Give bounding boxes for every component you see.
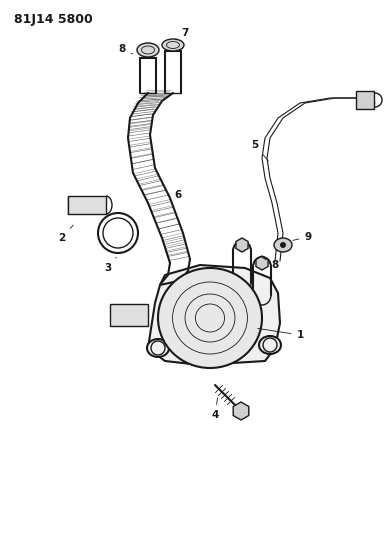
Text: 5: 5: [251, 140, 268, 161]
Bar: [110, 304, 148, 326]
Ellipse shape: [162, 39, 184, 51]
Ellipse shape: [137, 43, 159, 57]
Text: 7: 7: [175, 28, 189, 39]
Text: 81J14 5800: 81J14 5800: [14, 13, 93, 26]
Text: 4: 4: [211, 398, 219, 420]
Ellipse shape: [259, 336, 281, 354]
Ellipse shape: [274, 238, 292, 252]
Text: 8: 8: [260, 256, 279, 270]
Text: 2: 2: [58, 225, 73, 243]
Bar: [356, 91, 374, 109]
Text: 1: 1: [258, 328, 304, 340]
Circle shape: [280, 242, 286, 248]
Ellipse shape: [147, 339, 169, 357]
Text: 3: 3: [104, 257, 116, 273]
Ellipse shape: [158, 268, 262, 368]
Text: 9: 9: [293, 232, 312, 242]
Text: 6: 6: [168, 190, 182, 200]
Bar: [68, 196, 106, 214]
Polygon shape: [233, 402, 249, 420]
Text: 8: 8: [118, 44, 133, 54]
Polygon shape: [236, 238, 248, 252]
Polygon shape: [148, 265, 280, 365]
Polygon shape: [256, 256, 268, 270]
